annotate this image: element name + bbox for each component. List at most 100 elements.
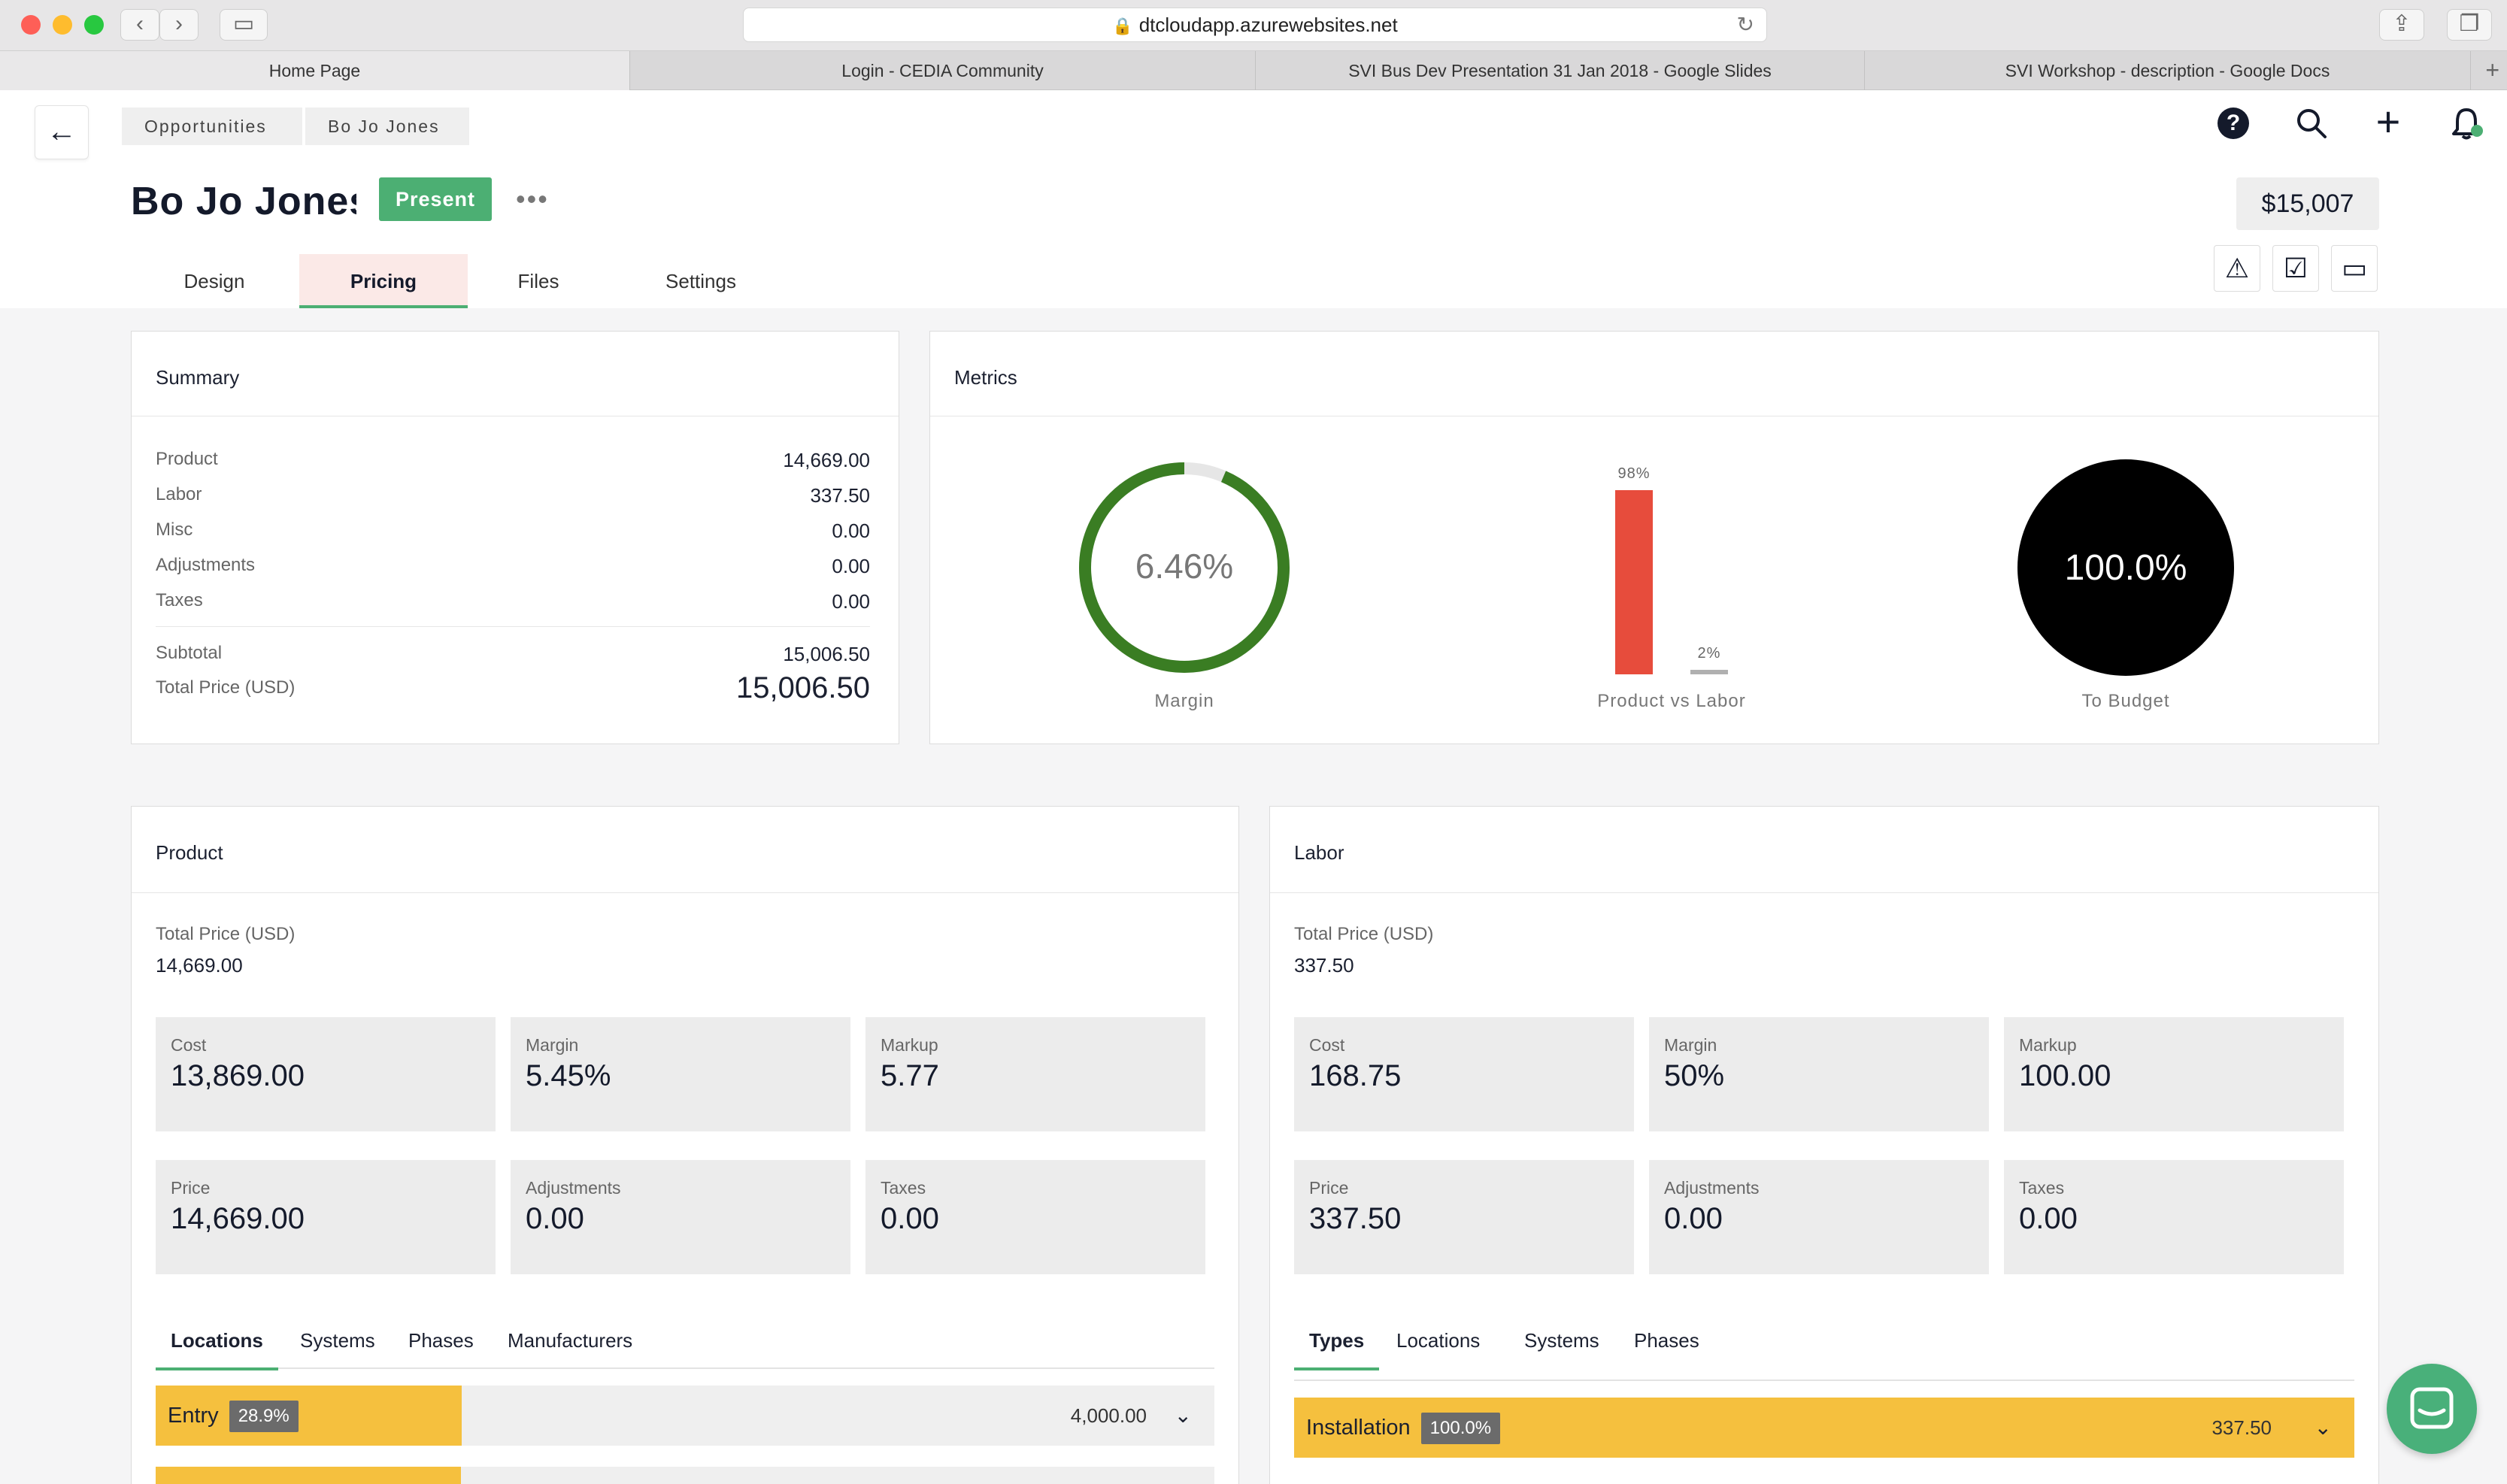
browser-tab[interactable]: Login - CEDIA Community [630, 51, 1256, 90]
more-options-icon[interactable]: ••• [516, 183, 549, 214]
help-icon[interactable]: ? [2212, 101, 2254, 143]
tasks-button[interactable]: ☑ [2272, 245, 2319, 292]
metrics-card: Metrics 6.46% 98% 2% 100.0% Margin Produ… [929, 331, 2379, 744]
product-card: Product Total Price (USD) 14,669.00 Cost… [131, 806, 1239, 1484]
labor-type-pct: 100.0% [1420, 1413, 1501, 1445]
tabs-overview-button[interactable]: ❐ [2447, 9, 2492, 41]
breadcrumb-current: Bo Jo Jones [305, 108, 469, 145]
labor-pct-label: 2% [1698, 645, 1721, 662]
labor-type-row[interactable]: Installation 100.0% 337.50 ⌄ [1294, 1398, 2354, 1458]
back-button[interactable]: ← [35, 105, 89, 159]
notification-dot [2471, 125, 2483, 137]
chevron-down-icon[interactable]: ⌄ [1174, 1404, 1192, 1427]
browser-tab[interactable]: SVI Bus Dev Presentation 31 Jan 2018 - G… [1256, 51, 1865, 90]
close-window-button[interactable] [21, 15, 41, 35]
comments-button[interactable]: ▭ [2331, 245, 2378, 292]
zoom-window-button[interactable] [84, 15, 104, 35]
browser-tab-strip: Home Page Login - CEDIA Community SVI Bu… [0, 51, 2507, 90]
metrics-graphics: 6.46% 98% 2% 100.0% [1079, 459, 2234, 676]
labor-title: Labor [1294, 841, 1344, 864]
product-total-label: Total Price (USD) [156, 924, 296, 944]
product-tab-locations[interactable]: Locations [156, 1325, 278, 1370]
product-location-bar [156, 1467, 461, 1484]
summary-row-taxes: Taxes 0.00 [156, 590, 870, 613]
page-title: Bo Jo Jones [131, 180, 356, 223]
labor-card: Labor Total Price (USD) 337.50 Cost 168.7… [1269, 806, 2379, 1484]
browser-tab[interactable]: Home Page [0, 51, 630, 90]
tab-pricing[interactable]: Pricing [299, 254, 468, 308]
labor-markup-tile: Markup 100.00 [2004, 1017, 2344, 1131]
warning-icon: ⚠ [2224, 253, 2250, 283]
chevron-right-icon: › [175, 11, 183, 36]
sidebar-toggle-button[interactable]: ▭ [220, 9, 268, 41]
product-location-row[interactable] [156, 1467, 1214, 1484]
labor-margin-tile: Margin 50% [1649, 1017, 1989, 1131]
product-location-pct: 28.9% [229, 1401, 299, 1433]
labor-tab-phases[interactable]: Phases [1634, 1329, 1699, 1352]
labor-price-tile: Price 337.50 [1294, 1160, 1634, 1274]
product-margin-tile: Margin 5.45% [511, 1017, 850, 1131]
margin-value: 6.46% [1135, 547, 1233, 586]
labor-taxes-tile: Taxes 0.00 [2004, 1160, 2344, 1274]
tab-files[interactable]: Files [517, 270, 559, 292]
summary-row-misc: Misc 0.00 [156, 519, 870, 542]
product-title: Product [156, 841, 223, 864]
url-text: dtcloudapp.azurewebsites.net [1138, 14, 1398, 36]
product-location-row[interactable]: Entry 28.9% 4,000.00 ⌄ [156, 1386, 1214, 1446]
product-markup-tile: Markup 5.77 [865, 1017, 1205, 1131]
share-icon: ⇪ [2392, 11, 2412, 36]
status-badge[interactable]: Present [379, 177, 492, 221]
tab-design[interactable]: Design [183, 270, 245, 292]
metrics-title: Metrics [954, 366, 1017, 389]
search-icon[interactable] [2290, 101, 2333, 143]
comment-icon: ▭ [2341, 253, 2367, 283]
minimize-window-button[interactable] [53, 15, 72, 35]
browser-tab[interactable]: SVI Workshop - description - Google Docs [1865, 51, 2471, 90]
chat-launcher-button[interactable] [2387, 1364, 2477, 1454]
summary-subtotal: Subtotal 15,006.50 [156, 643, 870, 665]
reload-icon[interactable]: ↻ [1736, 13, 1754, 36]
budget-circle [2017, 459, 2234, 676]
product-location-name: Entry 28.9% [168, 1386, 299, 1446]
browser-toolbar: ‹ › ▭ 🔒 dtcloudapp.azurewebsites.net ↻ ⇪ … [0, 0, 2507, 51]
chat-icon [2410, 1387, 2454, 1429]
labor-tab-systems[interactable]: Systems [1524, 1329, 1599, 1352]
labor-total-value: 337.50 [1294, 954, 1354, 977]
product-tab-systems[interactable]: Systems [300, 1329, 375, 1352]
product-cost-tile: Cost 13,869.00 [156, 1017, 496, 1131]
summary-row-labor: Labor 337.50 [156, 484, 870, 507]
arrow-left-icon: ← [47, 115, 77, 148]
tab-settings[interactable]: Settings [665, 270, 736, 292]
address-bar[interactable]: 🔒 dtcloudapp.azurewebsites.net ↻ [743, 8, 1767, 42]
warning-button[interactable]: ⚠ [2214, 245, 2260, 292]
summary-row-adjustments: Adjustments 0.00 [156, 555, 870, 577]
product-taxes-tile: Taxes 0.00 [865, 1160, 1205, 1274]
chevron-left-icon: ‹ [136, 11, 144, 36]
budget-value: 100.0% [2065, 548, 2187, 588]
browser-forward-button[interactable]: › [159, 9, 199, 41]
breadcrumb-opportunities[interactable]: Opportunities [122, 108, 302, 145]
labor-tab-locations[interactable]: Locations [1396, 1329, 1481, 1352]
add-icon[interactable]: + [2375, 98, 2401, 145]
opportunity-total: $15,007 [2236, 177, 2379, 230]
product-tab-phases[interactable]: Phases [408, 1329, 474, 1352]
product-bar [1615, 490, 1653, 674]
tabs-icon: ❐ [2459, 11, 2480, 36]
product-location-amount: 4,000.00 [1070, 1404, 1147, 1427]
chevron-down-icon[interactable]: ⌄ [2314, 1416, 2332, 1439]
product-tab-manufacturers[interactable]: Manufacturers [508, 1329, 633, 1352]
labor-tab-types[interactable]: Types [1294, 1325, 1380, 1370]
lock-icon: 🔒 [1112, 17, 1133, 35]
notifications-bell-icon[interactable] [2445, 101, 2487, 143]
summary-card: Summary Product 14,669.00 Labor 337.50 Mis… [131, 331, 899, 744]
labor-type-name: Installation 100.0% [1306, 1398, 1501, 1458]
labor-total-label: Total Price (USD) [1294, 924, 1434, 944]
share-button[interactable]: ⇪ [2379, 9, 2424, 41]
product-adjustments-tile: Adjustments 0.00 [511, 1160, 850, 1274]
labor-adjustments-tile: Adjustments 0.00 [1649, 1160, 1989, 1274]
product-total-value: 14,669.00 [156, 954, 243, 977]
summary-total: Total Price (USD) 15,006.50 [156, 671, 870, 704]
new-tab-icon[interactable]: + [2485, 56, 2499, 83]
browser-back-button[interactable]: ‹ [120, 9, 159, 41]
product-vs-labor-label: Product vs Labor [1597, 691, 1746, 711]
